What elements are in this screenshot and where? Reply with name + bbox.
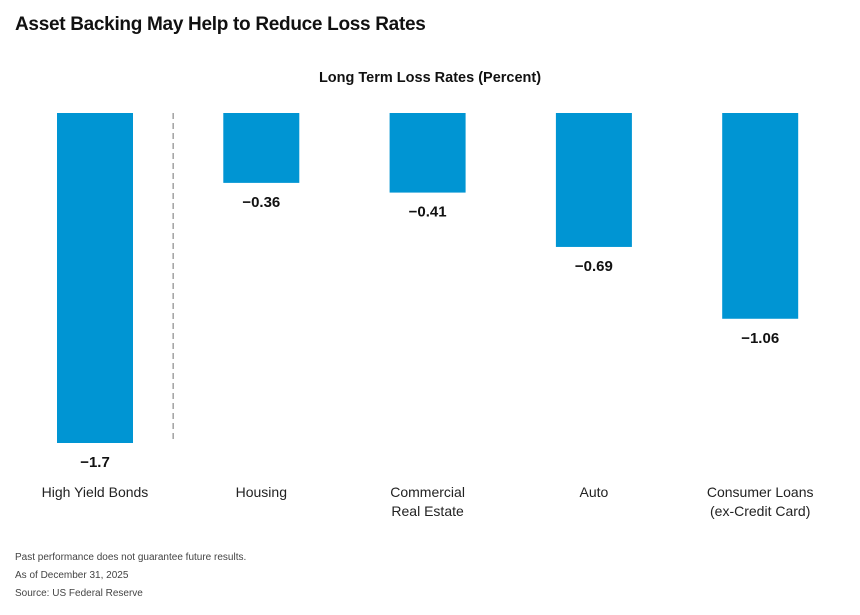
category-label-3: Auto [579,484,608,500]
bar-chart: −1.7 High Yield Bonds −0.36 Housing −0.41 Com… [42,113,814,519]
page-title: Asset Backing May Help to Reduce Loss Ra… [15,14,426,35]
value-label-3: −0.69 [575,258,613,275]
bar-4 [722,113,799,319]
category-label-0: High Yield Bonds [42,484,149,500]
bar-0 [57,113,133,443]
footnote-source: Source: US Federal Reserve [15,588,143,599]
value-label-0: −1.7 [80,454,110,471]
bar-1 [223,113,300,183]
value-label-1: −0.36 [242,194,280,211]
footnotes: Past performance does not guarantee futu… [15,549,246,603]
value-label-4: −1.06 [741,330,779,347]
category-label-4: Consumer Loans (ex-Credit Card) [707,484,814,519]
footnote-performance: Past performance does not guarantee futu… [15,552,247,563]
bar-3 [555,113,632,247]
value-label-2: −0.41 [409,204,447,221]
chart-title: Long Term Loss Rates (Percent) [318,70,542,86]
bar-2 [389,113,466,193]
category-label-1: Housing [236,484,287,500]
footnote-date: As of December 31, 2025 [15,570,129,581]
category-label-2: Commercial Real Estate [390,484,465,519]
